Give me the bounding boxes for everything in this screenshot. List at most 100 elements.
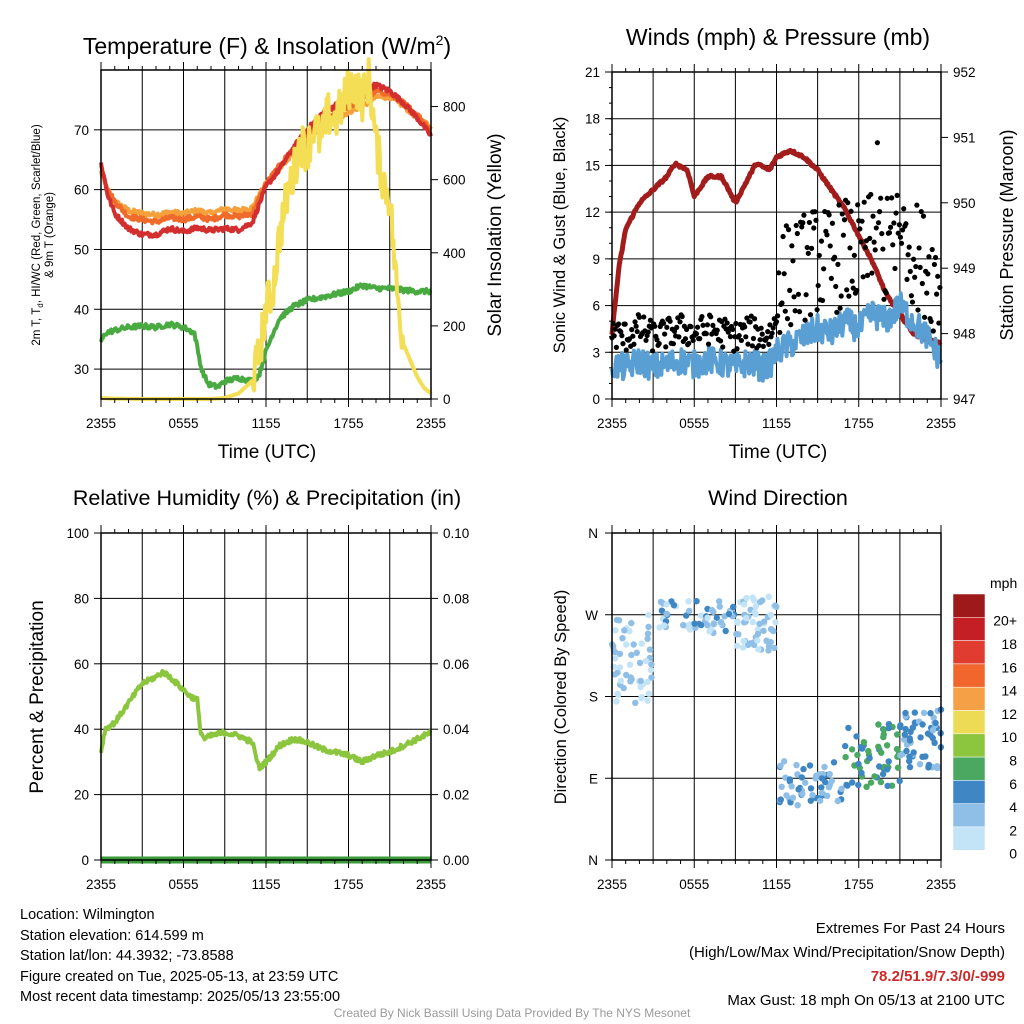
direction-dot bbox=[818, 784, 825, 791]
gust-dot bbox=[676, 334, 682, 340]
wind-direction-ylabel: Direction (Colored By Speed) bbox=[552, 590, 570, 805]
direction-dot bbox=[656, 624, 663, 631]
gust-dot bbox=[878, 195, 884, 201]
gust-dot bbox=[671, 328, 678, 334]
legend-label: 12 bbox=[1001, 706, 1017, 722]
direction-dot bbox=[623, 641, 630, 648]
legend-swatch bbox=[952, 663, 986, 688]
y-tick-label: 100 bbox=[66, 526, 89, 541]
direction-dot bbox=[812, 775, 819, 782]
direction-dot bbox=[780, 758, 788, 765]
station-info: Location: Wilmington Station elevation: … bbox=[20, 905, 340, 1008]
gust-dot bbox=[845, 200, 851, 206]
gust-dot bbox=[884, 195, 890, 201]
gust-dot bbox=[904, 276, 910, 282]
gust-dot bbox=[727, 334, 734, 340]
direction-dot bbox=[638, 694, 645, 701]
direction-dot bbox=[765, 642, 773, 650]
gust-dot bbox=[802, 317, 808, 323]
direction-dot bbox=[680, 622, 687, 629]
direction-dot bbox=[760, 627, 767, 634]
direction-dot bbox=[917, 734, 924, 741]
direction-dot bbox=[919, 721, 926, 728]
x-tick-label: 1155 bbox=[762, 877, 791, 892]
gust-dot bbox=[821, 266, 827, 272]
y-tick-label: 20 bbox=[74, 788, 89, 803]
gust-dot bbox=[795, 291, 802, 297]
legend-swatch bbox=[952, 733, 986, 758]
x-tick-label: 2355 bbox=[86, 877, 116, 892]
gust-dot bbox=[806, 219, 813, 226]
gust-dot bbox=[867, 235, 873, 241]
direction-dot bbox=[612, 655, 619, 662]
gust-dot bbox=[664, 324, 670, 330]
gust-dot bbox=[926, 254, 932, 260]
gust-dot bbox=[874, 140, 880, 146]
gust-dot bbox=[704, 322, 711, 328]
gust-dot bbox=[785, 227, 792, 233]
gust-dot bbox=[920, 213, 927, 219]
direction-dot bbox=[616, 650, 624, 658]
gust-dot bbox=[906, 244, 912, 250]
gust-dot bbox=[693, 331, 700, 337]
gust-dot bbox=[717, 338, 724, 344]
gust-dot bbox=[611, 333, 617, 339]
direction-dot bbox=[816, 797, 824, 804]
direction-dot bbox=[704, 614, 711, 621]
direction-dot bbox=[867, 779, 875, 786]
gust-dot bbox=[788, 322, 794, 328]
gust-dot bbox=[917, 264, 923, 270]
direction-dot bbox=[809, 791, 816, 799]
x-tick-label: 2355 bbox=[86, 416, 116, 431]
gust-dot bbox=[857, 226, 863, 232]
direction-dot bbox=[932, 719, 939, 727]
direction-dot bbox=[876, 763, 883, 770]
direction-dot bbox=[783, 792, 790, 799]
direction-dot bbox=[927, 710, 934, 717]
direction-dot bbox=[697, 612, 705, 619]
gust-dot bbox=[800, 220, 806, 226]
x-tick-label: 2355 bbox=[597, 416, 627, 431]
gust-dot bbox=[641, 314, 647, 320]
direction-dot bbox=[799, 790, 806, 798]
y2-tick-label: 0.00 bbox=[443, 853, 469, 868]
gust-dot bbox=[677, 319, 683, 325]
gust-dot bbox=[935, 273, 941, 279]
direction-dot bbox=[818, 789, 826, 797]
direction-dot bbox=[794, 802, 801, 809]
direction-dot bbox=[826, 771, 833, 778]
direction-dot bbox=[741, 601, 748, 608]
y-tick-label: 0 bbox=[81, 853, 89, 868]
gust-dot bbox=[932, 254, 939, 261]
legend-label: 4 bbox=[1009, 799, 1017, 815]
gust-dot bbox=[840, 232, 846, 238]
gust-dot bbox=[688, 324, 694, 330]
legend-swatch bbox=[952, 686, 986, 711]
gust-dot bbox=[898, 240, 905, 246]
gust-dot bbox=[858, 239, 864, 245]
gust-dot bbox=[663, 344, 669, 350]
legend-label: 2 bbox=[1009, 822, 1017, 838]
direction-dot bbox=[933, 763, 941, 770]
gust-dot bbox=[912, 274, 918, 280]
x-tick-label: 2355 bbox=[926, 877, 956, 892]
gust-dot bbox=[674, 324, 680, 330]
direction-dot bbox=[845, 724, 852, 732]
gust-dot bbox=[629, 327, 635, 333]
gust-dot bbox=[864, 272, 871, 278]
direction-dot bbox=[894, 764, 902, 771]
gust-dot bbox=[896, 222, 902, 228]
direction-dot bbox=[795, 786, 802, 793]
gust-dot bbox=[613, 344, 619, 350]
winds-ylabel: Sonic Wind & Gust (Blue, Black) bbox=[551, 117, 569, 354]
legend-label: 20+ bbox=[993, 613, 1017, 629]
direction-dot bbox=[620, 684, 627, 692]
winds-panel: 2355 0555 1155 1755 2355 0 3 6 9 12 15 18 21 947 948 94… bbox=[551, 24, 1017, 463]
gust-dot bbox=[694, 324, 701, 330]
direction-dot bbox=[894, 731, 901, 738]
direction-dot bbox=[884, 782, 891, 790]
y2-tick-label: 952 bbox=[953, 65, 976, 80]
direction-dot bbox=[842, 742, 849, 750]
gust-dot bbox=[654, 337, 660, 343]
x-tick-label: 2355 bbox=[926, 416, 956, 431]
